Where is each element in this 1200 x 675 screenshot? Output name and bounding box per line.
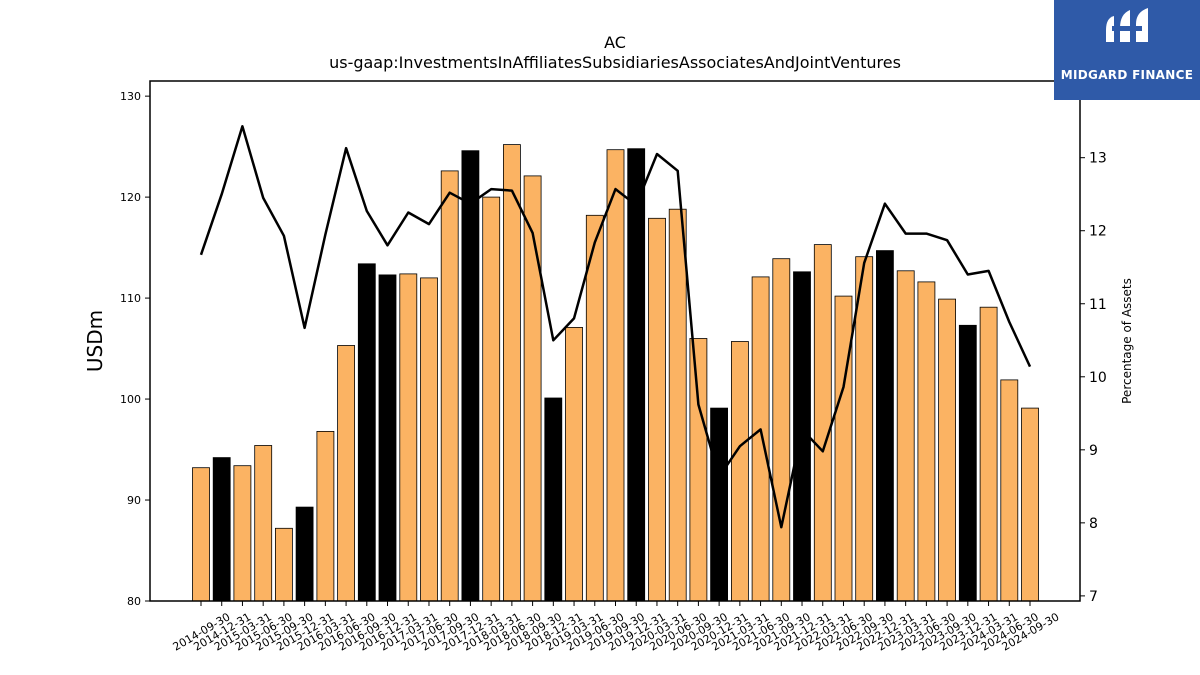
bar: [689, 338, 708, 602]
bar: [502, 144, 521, 602]
chart-title: AC: [604, 33, 626, 52]
bar: [606, 149, 625, 602]
bar: [1000, 379, 1019, 602]
logo-text: MIDGARD FINANCE: [1060, 68, 1194, 82]
y2-tick-label: 12: [1089, 224, 1107, 240]
bar: [523, 175, 542, 602]
line-series-path: [199, 125, 1032, 529]
bar: [482, 196, 501, 602]
y2-tick-label: 10: [1089, 370, 1107, 386]
midgard-finance-logo: MIDGARD FINANCE: [1054, 0, 1200, 100]
bar: [254, 445, 273, 602]
line-series: [199, 125, 1032, 529]
y-axis-label: USDm: [83, 310, 107, 372]
bar: [710, 407, 728, 602]
bar: [958, 324, 977, 602]
bar: [668, 208, 687, 602]
bar: [378, 274, 397, 602]
bar: [192, 467, 210, 602]
bar: [772, 258, 791, 602]
bar: [399, 273, 418, 602]
chart-subtitle: us-gaap:InvestmentsInAffiliatesSubsidiar…: [329, 53, 901, 72]
bar: [461, 150, 480, 602]
y-tick-label: 120: [120, 191, 141, 204]
y-tick-label: 110: [120, 292, 141, 305]
y2-axis-label: Percentage of Assets: [1120, 278, 1134, 404]
bar: [565, 326, 583, 602]
y2-tick-label: 7: [1089, 589, 1098, 605]
y2-tick-label: 8: [1089, 516, 1098, 532]
bar: [440, 170, 459, 602]
logo-mark-icon: [1106, 8, 1148, 42]
y-axis-left: 80 90 100 110 120 130: [120, 90, 150, 608]
bar: [1021, 407, 1039, 602]
bar: [274, 527, 293, 602]
bar: [855, 256, 874, 602]
x-axis: 2014-09-302014-12-312015-03-312015-06-30…: [171, 601, 1062, 654]
bar: [420, 277, 438, 602]
bar: [212, 457, 231, 602]
y-tick-label: 90: [127, 494, 141, 507]
bar: [233, 465, 252, 602]
bar: [648, 217, 666, 602]
y-axis-right: 7 8 9 10 11 12 13: [1080, 151, 1107, 605]
bar: [917, 281, 936, 602]
y-tick-label: 100: [120, 393, 141, 406]
bar: [544, 397, 563, 602]
y2-tick-label: 11: [1089, 297, 1107, 313]
y2-tick-label: 9: [1089, 443, 1098, 459]
bar: [357, 263, 376, 602]
bar: [316, 430, 335, 602]
bar-series: [192, 144, 1039, 602]
bar: [896, 270, 915, 602]
bar: [751, 276, 770, 602]
y2-tick-label: 13: [1089, 151, 1107, 167]
bar: [337, 345, 356, 602]
bar: [813, 244, 832, 602]
bar: [876, 250, 894, 602]
bar: [585, 214, 604, 602]
bar: [295, 506, 314, 602]
bar: [979, 306, 998, 602]
bar: [731, 341, 749, 602]
y-tick-label: 80: [127, 595, 141, 608]
bar: [627, 148, 646, 602]
y-tick-label: 130: [120, 90, 141, 103]
bar: [938, 298, 956, 602]
bar: [834, 295, 853, 602]
